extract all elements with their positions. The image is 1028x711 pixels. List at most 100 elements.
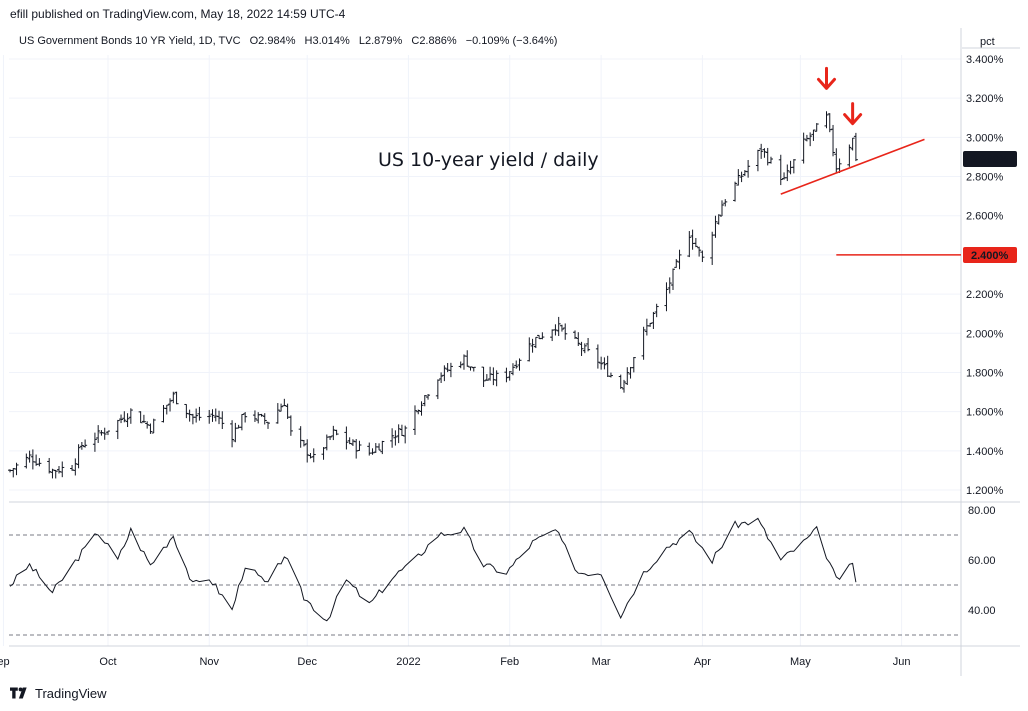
time-tick-label: Apr [694, 656, 711, 668]
ohlc-bar [674, 259, 679, 268]
time-tick-label: Oct [99, 656, 116, 668]
ohlc-bar [439, 372, 444, 383]
ohlc-bar [138, 411, 143, 424]
ohlc-bar [115, 419, 120, 440]
ohlc-bar [60, 461, 65, 478]
ohlc-bar [171, 391, 176, 404]
ohlc-bar [145, 421, 150, 429]
ohlc-bar [92, 432, 97, 452]
ohlc-bar [243, 412, 248, 423]
ohlc-bar [791, 159, 796, 174]
time-tick-label: Mar [592, 656, 611, 668]
price-tick-label: 1.600% [966, 407, 1004, 419]
hline-price-label: 2.400% [971, 250, 1009, 262]
ohlc-bar [288, 415, 293, 436]
ohlc-bar [586, 337, 591, 352]
footer-brand-label: TradingView [35, 685, 107, 701]
ohlc-bar [801, 132, 806, 164]
ohlc-bar [24, 453, 29, 469]
ohlc-bar [399, 424, 404, 436]
down-arrow-icon [843, 102, 863, 126]
grid-lines [2, 55, 961, 646]
ohlc-bar [533, 336, 538, 349]
ohlc-bar [422, 394, 427, 407]
ohlc-bar [527, 337, 532, 362]
time-tick-label: Nov [199, 656, 219, 668]
ohlc-bar [125, 413, 130, 428]
price-tick-label: 3.400% [966, 54, 1004, 66]
ohlc-bar [275, 403, 280, 424]
time-tick-label: Jun [893, 656, 911, 668]
price-axis[interactable]: 3.400%3.200%3.000%2.800%2.600%2.400%2.20… [966, 54, 1004, 497]
ohlc-bar [853, 132, 858, 162]
hline-price-badge: 2.400% [963, 247, 1017, 263]
ohlc-bar [105, 430, 110, 436]
ohlc-bar [83, 439, 88, 448]
ohlc-bar [563, 323, 568, 340]
oscillator-axis[interactable]: 80.00 60.00 40.00 [968, 505, 996, 617]
oscillator-levels [9, 534, 961, 636]
ohlc-bar [573, 330, 578, 340]
ohlc-bar [595, 344, 600, 369]
ohlc-bar [622, 379, 627, 393]
ohlc-bar [755, 149, 760, 172]
ohlc-bar [831, 124, 836, 157]
ohlc-bar [442, 365, 447, 382]
ohlc-bar [664, 282, 669, 312]
ohlc-bar [76, 444, 81, 469]
ohlc-bar [837, 158, 842, 173]
ohlc-bar [239, 413, 244, 431]
oscillator-line [9, 517, 857, 622]
arrows [817, 66, 863, 126]
ohlc-bar [14, 462, 19, 476]
ohlc-bar [556, 316, 561, 337]
chart-annotation[interactable]: US 10-year yield / daily [378, 149, 599, 171]
ohlc-bar [677, 249, 682, 270]
ohlc-bar [390, 428, 395, 448]
ohlc-bar [693, 238, 698, 248]
down-arrow-icon [817, 66, 836, 90]
ohlc-bar [471, 366, 476, 372]
price-tick-label: 1.200% [966, 485, 1004, 497]
time-axis[interactable]: ep Oct Nov Dec 2022 Feb Mar Apr May Jun [0, 656, 910, 668]
ohlc-bar [168, 398, 173, 412]
ohlc-bar [141, 414, 146, 423]
ohlc-bar [119, 414, 124, 424]
ohlc-bar [50, 468, 55, 479]
ohlc-bar [279, 403, 284, 412]
ohlc-bar [759, 143, 764, 159]
ohlc-bar [654, 303, 659, 318]
ohlc-bar [282, 398, 287, 407]
ohlc-bar [377, 443, 382, 451]
ohlc-bar [579, 341, 584, 356]
price-tick-label: 1.400% [966, 446, 1004, 458]
ohlc-bar [510, 363, 515, 376]
price-pane[interactable] [9, 55, 961, 502]
ohlc-bar [507, 371, 512, 381]
ohlc-bar [785, 164, 790, 182]
ohlc-bar [53, 469, 58, 479]
ohlc-bar [576, 332, 581, 346]
ohlc-bar [301, 439, 306, 447]
symbol-name[interactable]: US Government Bonds 10 YR Yield, 1D, TVC [19, 35, 241, 47]
ohlc-bar [602, 357, 607, 370]
ohlc-bar [814, 123, 819, 132]
ohlc-bar [305, 439, 310, 463]
pane-borders [9, 28, 1020, 676]
oscillator-tick-label: 80.00 [968, 505, 996, 517]
price-tick-label: 2.600% [966, 211, 1004, 223]
time-tick-label: Feb [500, 656, 519, 668]
ohlc-bar [651, 311, 656, 330]
footer-brand[interactable]: TradingView [10, 684, 107, 702]
ohlc-bar [347, 437, 352, 445]
trendline[interactable] [780, 138, 925, 195]
ohlc-bar [517, 358, 522, 371]
ohlc-bar [148, 423, 153, 434]
ohlc-bar [403, 425, 408, 444]
ohlc-bar [252, 410, 257, 422]
ohlc-bar [778, 154, 783, 186]
ohlc-bar [220, 411, 225, 430]
ohlc-bar [847, 144, 852, 167]
ohlc-bar [700, 250, 705, 263]
